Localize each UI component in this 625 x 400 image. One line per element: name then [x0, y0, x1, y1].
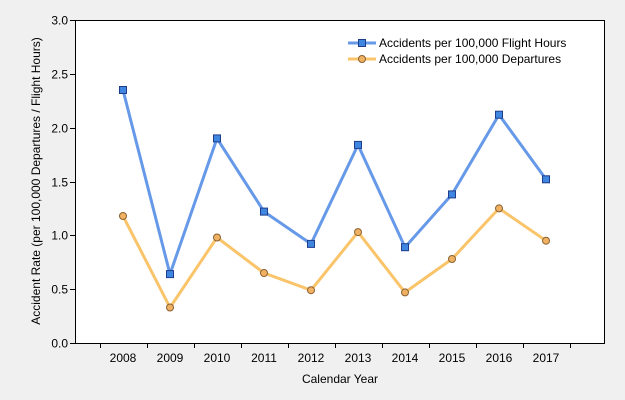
- y-tick-label: 2.5: [51, 68, 68, 82]
- ticks-layer: 0.0 0.5 1.0 1.5 2.0 2.5 3.0 2008 2009 2010 2011 201…: [51, 14, 571, 365]
- data-point-circle: [260, 269, 268, 277]
- data-point-circle: [307, 286, 315, 295]
- y-tick-label: 0.0: [51, 337, 68, 351]
- x-tick-label: 2012: [298, 351, 325, 365]
- data-point-circle: [213, 233, 221, 242]
- x-tick-label: 2009: [157, 351, 184, 365]
- x-tick-label: 2013: [345, 351, 372, 365]
- data-point-square: [119, 86, 127, 94]
- legend-marker-square-icon: [358, 39, 366, 47]
- data-point-square: [542, 175, 550, 184]
- y-tick-label: 0.5: [51, 283, 68, 297]
- data-point-square: [495, 110, 503, 119]
- x-tick-label: 2016: [486, 351, 513, 365]
- data-point-square: [401, 243, 409, 252]
- legend-entry-flight-hours: Accidents per 100,000 Flight Hours: [348, 36, 566, 50]
- series-line-0: [121, 89, 548, 276]
- y-tick-label: 2.0: [51, 122, 68, 136]
- x-tick-label: 2008: [110, 351, 137, 365]
- legend: Accidents per 100,000 Flight Hours Accid…: [348, 36, 566, 66]
- data-point-circle: [448, 255, 456, 263]
- x-axis-title: Calendar Year: [302, 372, 378, 386]
- data-point-square: [166, 270, 174, 279]
- series-layer: [119, 86, 550, 312]
- legend-entry-departures: Accidents per 100,000 Departures: [348, 52, 561, 66]
- data-point-circle: [495, 204, 503, 213]
- data-point-square: [307, 239, 315, 248]
- data-point-square: [260, 207, 268, 216]
- x-tick-label: 2014: [392, 351, 419, 365]
- data-point-circle: [354, 228, 362, 237]
- x-tick-label: 2011: [251, 351, 277, 365]
- data-point-square: [448, 190, 456, 199]
- y-tick-label: 1.0: [51, 229, 68, 243]
- x-tick-label: 2010: [204, 351, 231, 365]
- legend-marker-circle-icon: [358, 55, 366, 63]
- y-axis-title: Accident Rate (per 100,000 Departures / …: [29, 37, 43, 324]
- data-point-square: [354, 140, 362, 149]
- y-tick-label: 3.0: [51, 14, 68, 28]
- data-point-circle: [166, 303, 174, 312]
- data-point-square: [213, 134, 221, 143]
- legend-label-flight-hours: Accidents per 100,000 Flight Hours: [379, 36, 566, 50]
- data-point-circle: [119, 212, 127, 220]
- y-tick-label: 1.5: [51, 176, 68, 190]
- data-point-circle: [401, 288, 409, 297]
- data-point-circle: [542, 236, 550, 245]
- x-tick-label: 2017: [533, 351, 560, 365]
- axes-layer: [75, 20, 605, 344]
- series-line-1: [121, 206, 547, 309]
- x-tick-label: 2015: [439, 351, 466, 365]
- legend-label-departures: Accidents per 100,000 Departures: [379, 52, 561, 66]
